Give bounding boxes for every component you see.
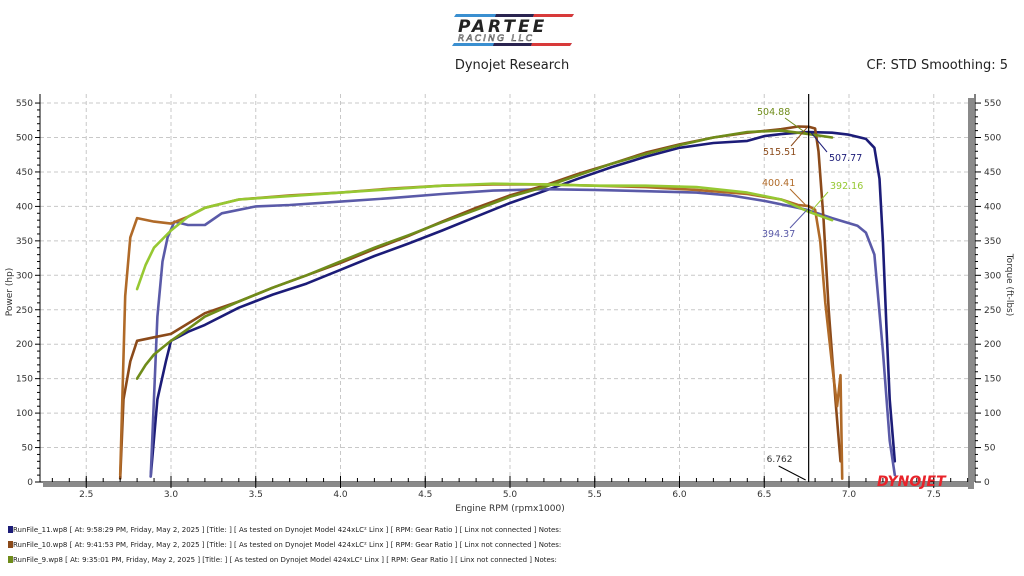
legend-text: RunFile_9.wp8 [ At: 9:35:01 PM, Friday, … — [13, 556, 557, 564]
x-tick-label: 4.5 — [418, 490, 432, 500]
x-tick-label: 5.0 — [503, 490, 518, 500]
x-tick-label: 5.5 — [588, 490, 602, 500]
x-tick-label: 7.5 — [927, 490, 941, 500]
logo-text-top: PARTEE — [458, 17, 547, 37]
grid-lines — [40, 94, 968, 482]
y-tick-label: 300 — [16, 271, 33, 281]
legend-row[interactable]: RunFile_9.wp8 [ At: 9:35:01 PM, Friday, … — [8, 556, 557, 564]
x-tick-label: 2.5 — [79, 490, 93, 500]
dynojet-logo: DYNOJET — [877, 474, 947, 490]
annotation-394-37: 394.37 — [762, 229, 795, 240]
y-tick-label: 0 — [27, 478, 33, 488]
cursor-arrow — [778, 465, 806, 481]
annotation-pointer — [789, 209, 808, 229]
y2-tick-label: 350 — [984, 237, 1001, 247]
x-tick-label: 6.0 — [672, 490, 687, 500]
y2-tick-label: 250 — [984, 306, 1001, 316]
y2-tick-label: 150 — [984, 375, 1001, 385]
y2-tick-label: 200 — [984, 340, 1001, 350]
annotation-515-51: 515.51 — [763, 147, 796, 158]
curve-runfile-10-power — [118, 125, 842, 480]
x-tick-label: 7.0 — [842, 490, 857, 500]
x-axis-label: Engine RPM (rpmx1000) — [455, 504, 564, 514]
y-tick-label: 550 — [16, 99, 33, 109]
y2-tick-label: 550 — [984, 99, 1001, 109]
x-tick-label: 4.0 — [333, 490, 348, 500]
y2-tick-label: 500 — [984, 134, 1001, 144]
y-tick-label: 500 — [16, 134, 33, 144]
legend-swatch — [8, 526, 13, 533]
x-tick-label: 6.5 — [757, 490, 771, 500]
partee-racing-logo: PARTEE RACING LLC — [448, 12, 576, 48]
y2-axis-label: Torque (ft-lbs) — [1004, 253, 1014, 317]
legend-text: RunFile_10.wp8 [ At: 9:41:53 PM, Friday,… — [13, 541, 562, 549]
curves — [118, 125, 897, 480]
y2-axis-shadow — [968, 98, 974, 489]
annotation-400-41: 400.41 — [762, 178, 795, 189]
legend-row[interactable]: RunFile_11.wp8 [ At: 9:58:29 PM, Friday,… — [8, 526, 561, 534]
y2-tick-label: 300 — [984, 271, 1001, 281]
rpm-cursor-value: 6.762 — [767, 455, 793, 465]
y-tick-label: 150 — [16, 375, 33, 385]
dynojet-logo-text: DYNOJET — [877, 474, 947, 490]
curve-runfile-10-torque — [118, 183, 844, 480]
legend-swatch — [8, 541, 13, 548]
y2-tick-label: 100 — [984, 409, 1001, 419]
annotation-pointer — [810, 131, 828, 153]
y2-tick-label: 50 — [984, 444, 996, 454]
y-tick-label: 200 — [16, 340, 33, 350]
correction-factor-label: CF: STD Smoothing: 5 — [866, 58, 1008, 73]
y-tick-label: 350 — [16, 237, 33, 247]
annotations: 6.762 504.88 515.51 507.77 400.41 392.16 394.3… — [757, 94, 863, 482]
y-axis-label: Power (hp) — [5, 268, 15, 317]
y-tick-label: 50 — [22, 444, 34, 454]
curve-runfile-11-power — [149, 130, 897, 478]
axis-ticks: 0 0 50 50 100 100 150 150 200 200 250 250 300 300 350 3… — [16, 99, 1002, 500]
y2-tick-label: 400 — [984, 202, 1001, 212]
curve-runfile-9-power — [135, 129, 834, 380]
y2-tick-label: 0 — [984, 478, 990, 488]
y-tick-label: 100 — [16, 409, 33, 419]
legend-row[interactable]: RunFile_10.wp8 [ At: 9:41:53 PM, Friday,… — [8, 541, 561, 549]
chart-title: Dynojet Research — [454, 58, 570, 73]
curve-runfile-11-torque — [149, 187, 897, 478]
annotation-pointer — [810, 191, 829, 213]
annotation-507-77: 507.77 — [829, 153, 862, 164]
x-axis-shadow — [43, 482, 971, 487]
annotation-392-16: 392.16 — [830, 181, 863, 192]
legend-text: RunFile_11.wp8 [ At: 9:58:29 PM, Friday,… — [13, 526, 562, 534]
curve-runfile-9-torque — [135, 182, 834, 291]
legend-swatch — [8, 556, 13, 563]
annotation-pointer — [789, 188, 808, 207]
y2-tick-label: 450 — [984, 168, 1001, 178]
y-tick-label: 450 — [16, 168, 33, 178]
x-tick-label: 3.0 — [164, 490, 179, 500]
logo-text-bottom: RACING LLC — [458, 34, 534, 44]
x-tick-label: 3.5 — [249, 490, 263, 500]
annotation-504-88: 504.88 — [757, 107, 790, 118]
y-tick-label: 250 — [16, 306, 33, 316]
annotation-pointer — [790, 126, 809, 147]
y-tick-label: 400 — [16, 202, 33, 212]
